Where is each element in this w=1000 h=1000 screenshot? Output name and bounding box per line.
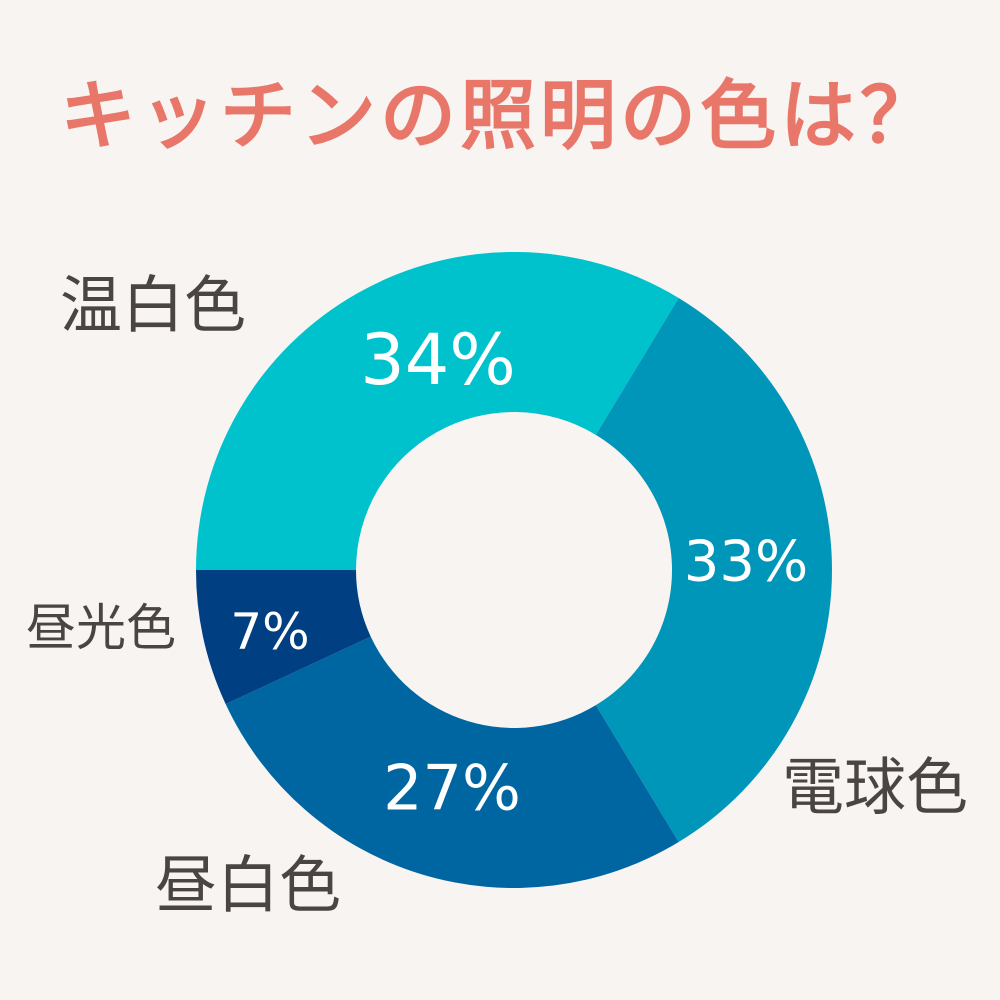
slice-chukoshoku — [196, 570, 371, 705]
slice-onhakushoku — [196, 251, 679, 570]
value-label-1: 33% — [684, 530, 808, 595]
value-labels: 34% 33% 27% 7% — [230, 319, 808, 825]
value-label-0: 34% — [360, 319, 516, 401]
value-label-3: 7% — [230, 603, 309, 661]
category-label-1: 電球色 — [782, 751, 968, 824]
category-label-0: 温白色 — [60, 269, 246, 342]
chart-title: キッチンの照明の色は？ — [60, 71, 940, 160]
slice-chuhakushoku — [225, 636, 679, 888]
category-label-3: 昼光色 — [26, 599, 176, 657]
category-label-2: 昼白色 — [155, 849, 341, 922]
donut-slices — [196, 251, 832, 888]
value-label-2: 27% — [383, 752, 521, 825]
slice-denkyushoku — [595, 297, 832, 843]
